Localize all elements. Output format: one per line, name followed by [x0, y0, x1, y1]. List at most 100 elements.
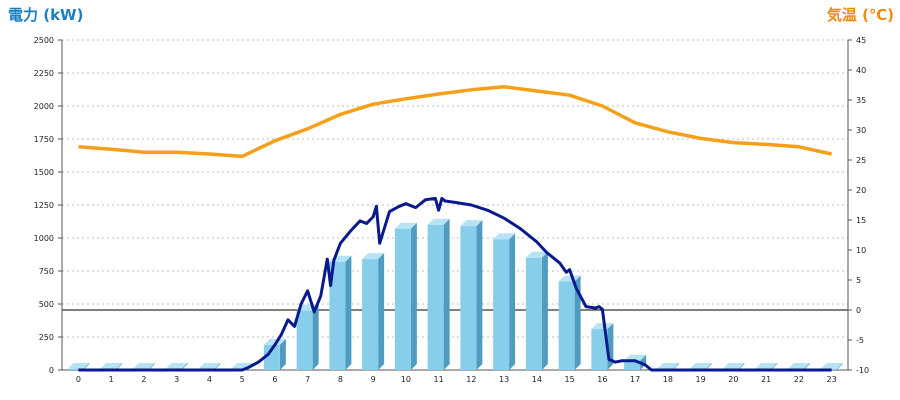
power-bar-side	[181, 363, 188, 370]
left-tick-label: 750	[39, 267, 54, 276]
x-tick-label: 15	[565, 375, 575, 384]
power-bar	[493, 233, 516, 370]
power-bar-side	[116, 363, 123, 370]
power-bar	[591, 323, 614, 370]
left-tick-label: 2250	[34, 69, 54, 78]
power-bar-front	[263, 344, 280, 370]
right-tick-label: 15	[856, 216, 866, 225]
x-axis: 0 1 2 3 4 5 6 7 8 9 10 11 12 13 14 15 16 17 18 19 20 21 22 23	[62, 369, 848, 384]
power-bar-side	[738, 363, 745, 370]
right-tick-label: -10	[856, 366, 869, 375]
right-tick-label: 0	[856, 306, 861, 315]
power-bar-top	[689, 363, 712, 369]
power-bar-top	[591, 323, 614, 330]
power-bar-front	[67, 369, 84, 370]
x-tick-label: 3	[174, 375, 179, 384]
left-tick-label: 1750	[34, 135, 54, 144]
left-tick-label: 1500	[34, 168, 54, 177]
power-bar-front	[591, 329, 608, 370]
power-bar-front	[493, 239, 510, 370]
power-bar	[362, 253, 385, 370]
power-bar-front	[460, 226, 477, 370]
temperature-line	[78, 85, 833, 159]
right-tick-label: 10	[856, 246, 866, 255]
x-tick-label: 23	[827, 375, 837, 384]
x-tick-label: 20	[728, 375, 738, 384]
power-bar-side	[771, 363, 778, 370]
power-bar-side	[541, 251, 548, 370]
power-bar-top	[394, 222, 417, 229]
right-axis-title: 気温 (℃)	[826, 6, 894, 24]
power-bar-side	[574, 275, 581, 370]
x-tick-label: 4	[207, 375, 212, 384]
power-bar-front	[394, 228, 411, 370]
power-bar-top	[493, 233, 516, 240]
left-tick-label: 0	[49, 366, 54, 375]
power-bar	[67, 363, 90, 370]
power-bar-side	[509, 233, 516, 370]
power-bar-side	[836, 363, 843, 370]
power-bar-top	[460, 220, 483, 227]
left-tick-label: 1000	[34, 234, 54, 243]
power-line	[78, 196, 832, 372]
power-bar-top	[100, 363, 123, 369]
left-tick-label: 500	[39, 300, 54, 309]
right-tick-label: 45	[856, 36, 866, 45]
power-bar	[460, 220, 483, 370]
left-tick-label: 2000	[34, 102, 54, 111]
power-bar-top	[656, 363, 679, 369]
x-tick-label: 11	[434, 375, 444, 384]
power-bar-front	[558, 281, 575, 370]
x-tick-label: 22	[794, 375, 804, 384]
power-bar	[296, 304, 319, 370]
power-bar-side	[279, 338, 286, 370]
power-bar-top	[787, 363, 810, 369]
power-bar-side	[443, 218, 450, 370]
power-bar-top	[427, 218, 450, 225]
power-bar-side	[410, 222, 417, 370]
left-tick-label: 2500	[34, 36, 54, 45]
left-axis: 0 250 500 750 1000 1250 1500 1750 2000 2250 2500	[34, 36, 63, 375]
bar-series	[67, 218, 843, 370]
right-tick-label: 35	[856, 96, 866, 105]
power-bar-top	[198, 363, 221, 369]
x-tick-label: 8	[338, 375, 343, 384]
power-bar-top	[165, 363, 188, 369]
right-tick-label: 20	[856, 186, 866, 195]
right-tick-label: 25	[856, 156, 866, 165]
power-bar-side	[214, 363, 221, 370]
right-tick-label: 40	[856, 66, 866, 75]
power-bar-top	[362, 253, 385, 260]
power-bar-top	[263, 338, 286, 345]
right-tick-label: 5	[856, 276, 861, 285]
power-bar-front	[427, 224, 444, 370]
power-bar-side	[378, 253, 385, 370]
x-tick-label: 5	[240, 375, 245, 384]
x-tick-label: 18	[663, 375, 673, 384]
power-bar-top	[820, 363, 843, 369]
power-bar-front	[525, 257, 542, 370]
x-tick-label: 19	[696, 375, 706, 384]
left-tick-label: 250	[39, 333, 54, 342]
power-bar-front	[624, 360, 641, 370]
power-bar	[558, 275, 581, 370]
right-tick-label: -5	[856, 336, 864, 345]
left-axis-title: 電力 (kW)	[8, 6, 84, 24]
power-bar-top	[132, 363, 155, 369]
x-tick-label: 2	[141, 375, 146, 384]
x-tick-label: 13	[499, 375, 509, 384]
power-bar-top	[722, 363, 745, 369]
power-bar-side	[83, 363, 90, 370]
power-bar-side	[312, 304, 319, 370]
right-axis: -10 -5 0 5 10 15 20 25 30 35 40 45	[847, 36, 869, 375]
power-bar-side	[345, 255, 352, 370]
x-tick-label: 14	[532, 375, 542, 384]
power-bar-top	[525, 251, 548, 258]
power-bar-side	[705, 363, 712, 370]
power-bar-front	[296, 310, 313, 370]
power-bar-side	[148, 363, 155, 370]
x-tick-label: 1	[109, 375, 114, 384]
x-tick-label: 0	[76, 375, 81, 384]
power-bar	[525, 251, 548, 370]
